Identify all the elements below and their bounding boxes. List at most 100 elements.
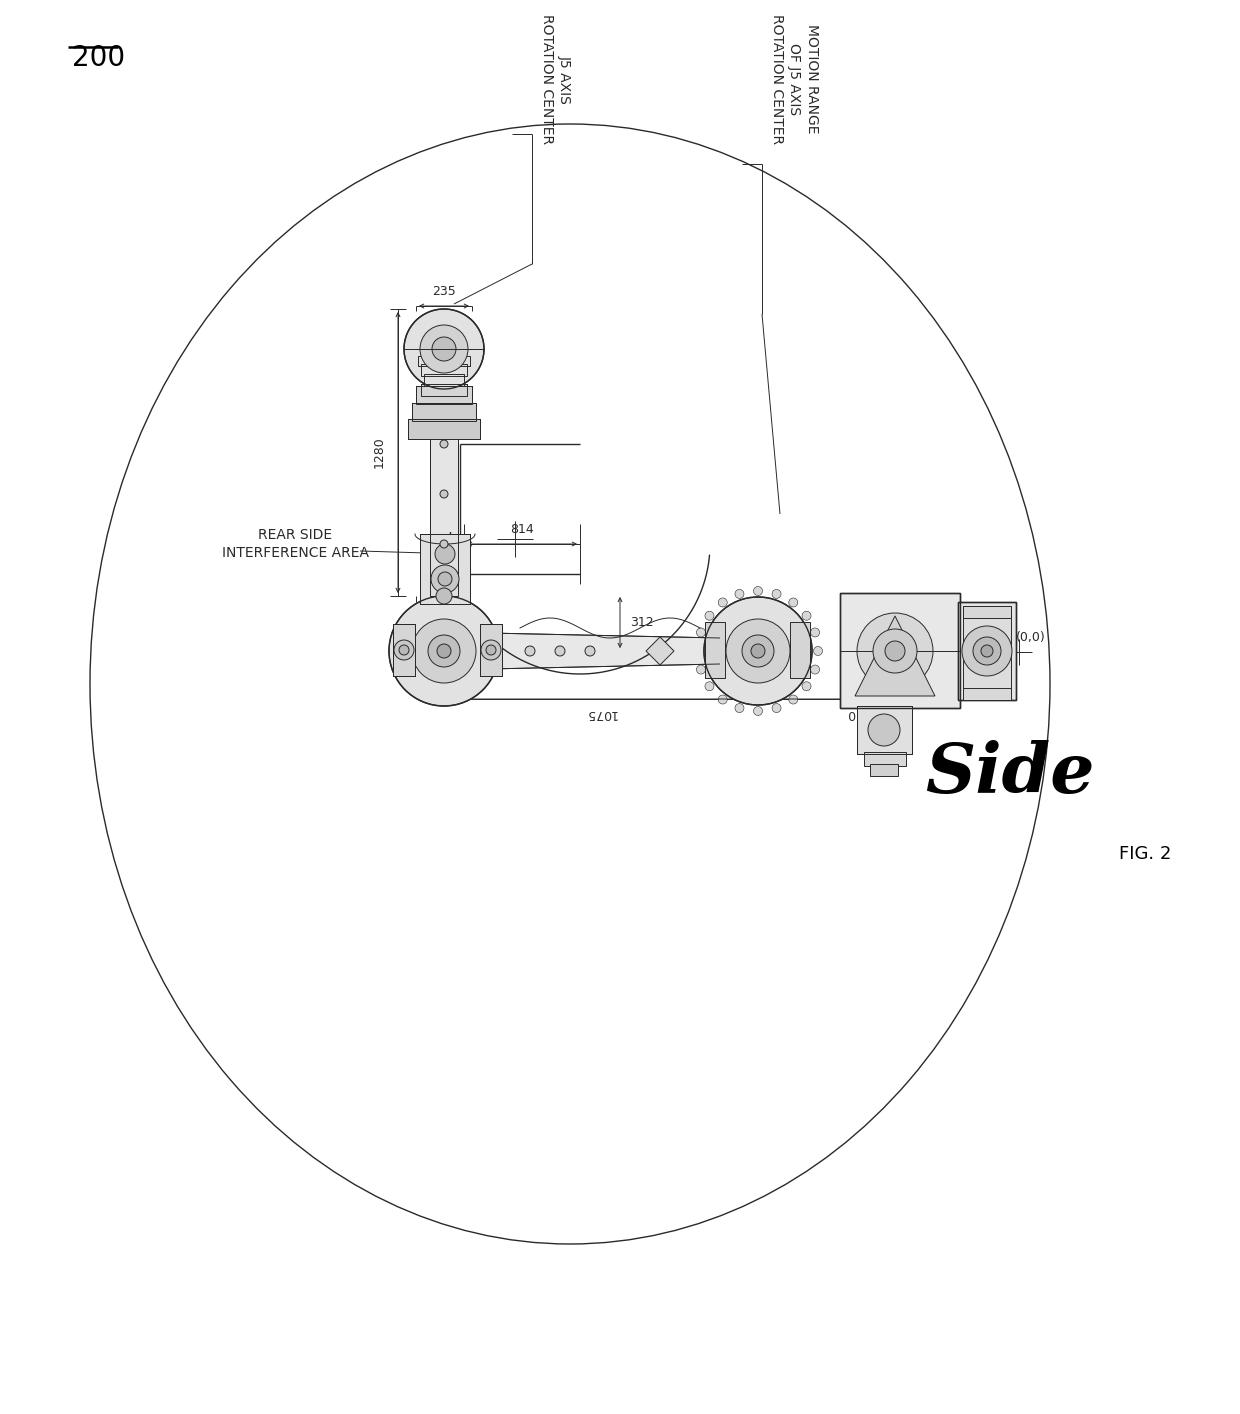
Circle shape [585,646,595,656]
Circle shape [525,646,534,656]
Circle shape [693,646,703,656]
Circle shape [399,645,409,655]
Bar [959,602,1016,700]
Text: FIG. 2: FIG. 2 [1118,846,1172,863]
Circle shape [773,704,781,713]
Circle shape [811,628,820,636]
Bar [424,373,464,386]
Circle shape [962,626,1012,676]
Text: Side: Side [925,741,1095,807]
Circle shape [868,714,900,747]
Circle shape [735,590,744,598]
Circle shape [440,440,448,448]
Text: (0,0): (0,0) [1016,632,1045,645]
Circle shape [725,619,790,683]
Circle shape [754,707,763,715]
Polygon shape [489,633,720,669]
Circle shape [438,573,453,585]
Text: 1075: 1075 [585,707,618,720]
Circle shape [436,588,453,604]
Bar [408,419,480,438]
Circle shape [742,635,774,667]
Bar [706,622,725,677]
Bar [408,419,480,438]
Bar [430,349,458,595]
Bar [870,764,898,776]
Circle shape [394,641,414,660]
Bar [420,534,470,604]
Circle shape [811,665,820,674]
Circle shape [706,611,714,621]
Circle shape [789,598,797,607]
Circle shape [813,646,822,656]
Text: MOTION RANGE
OF J5 AXIS
ROTATION CENTER: MOTION RANGE OF J5 AXIS ROTATION CENTER [770,14,818,144]
Circle shape [802,611,811,621]
Bar [422,385,467,396]
Circle shape [885,641,905,660]
Bar [480,624,502,676]
Bar [412,403,476,421]
Bar [424,373,464,386]
Text: 814: 814 [510,523,534,536]
Circle shape [873,629,918,673]
Circle shape [718,598,727,607]
Bar [422,385,467,396]
Circle shape [718,696,727,704]
Bar [839,592,960,708]
Bar [790,622,810,677]
Text: J5 AXIS
ROTATION CENTER: J5 AXIS ROTATION CENTER [539,14,572,144]
Bar [857,706,911,754]
Circle shape [706,682,714,691]
Circle shape [704,597,812,706]
Ellipse shape [91,124,1050,1244]
Bar [857,706,911,754]
Bar [418,356,470,366]
Bar [959,602,1016,700]
Bar [963,689,1011,700]
Text: 670: 670 [846,707,870,720]
Text: REAR SIDE
INTERFERENCE AREA: REAR SIDE INTERFERENCE AREA [222,527,368,560]
Circle shape [432,337,456,361]
Bar [422,363,467,376]
Circle shape [981,645,993,658]
Bar [415,386,472,404]
Bar [864,752,906,766]
Circle shape [556,646,565,656]
Polygon shape [856,617,935,696]
Bar [430,349,458,595]
Bar [420,534,470,604]
Circle shape [432,566,459,592]
Text: 312: 312 [630,617,653,629]
Bar [393,624,415,676]
Circle shape [412,619,476,683]
Polygon shape [646,636,675,665]
Bar [839,592,960,708]
Circle shape [857,614,932,689]
Circle shape [436,643,451,658]
Circle shape [802,682,811,691]
Circle shape [754,587,763,595]
Circle shape [404,310,484,389]
Circle shape [435,544,455,564]
Circle shape [697,628,706,636]
Bar [393,624,415,676]
Circle shape [440,390,448,397]
Circle shape [440,491,448,498]
Circle shape [486,645,496,655]
Circle shape [697,665,706,674]
Circle shape [420,325,467,373]
Bar [418,356,470,366]
Bar [412,403,476,421]
Circle shape [773,590,781,598]
Circle shape [973,636,1001,665]
Bar [963,607,1011,618]
Circle shape [428,635,460,667]
Text: 1280: 1280 [373,437,386,468]
Text: 225: 225 [417,607,438,617]
Circle shape [751,643,765,658]
Bar [415,386,472,404]
Circle shape [789,696,797,704]
Circle shape [389,595,498,706]
Text: 235: 235 [432,286,456,298]
Circle shape [735,704,744,713]
